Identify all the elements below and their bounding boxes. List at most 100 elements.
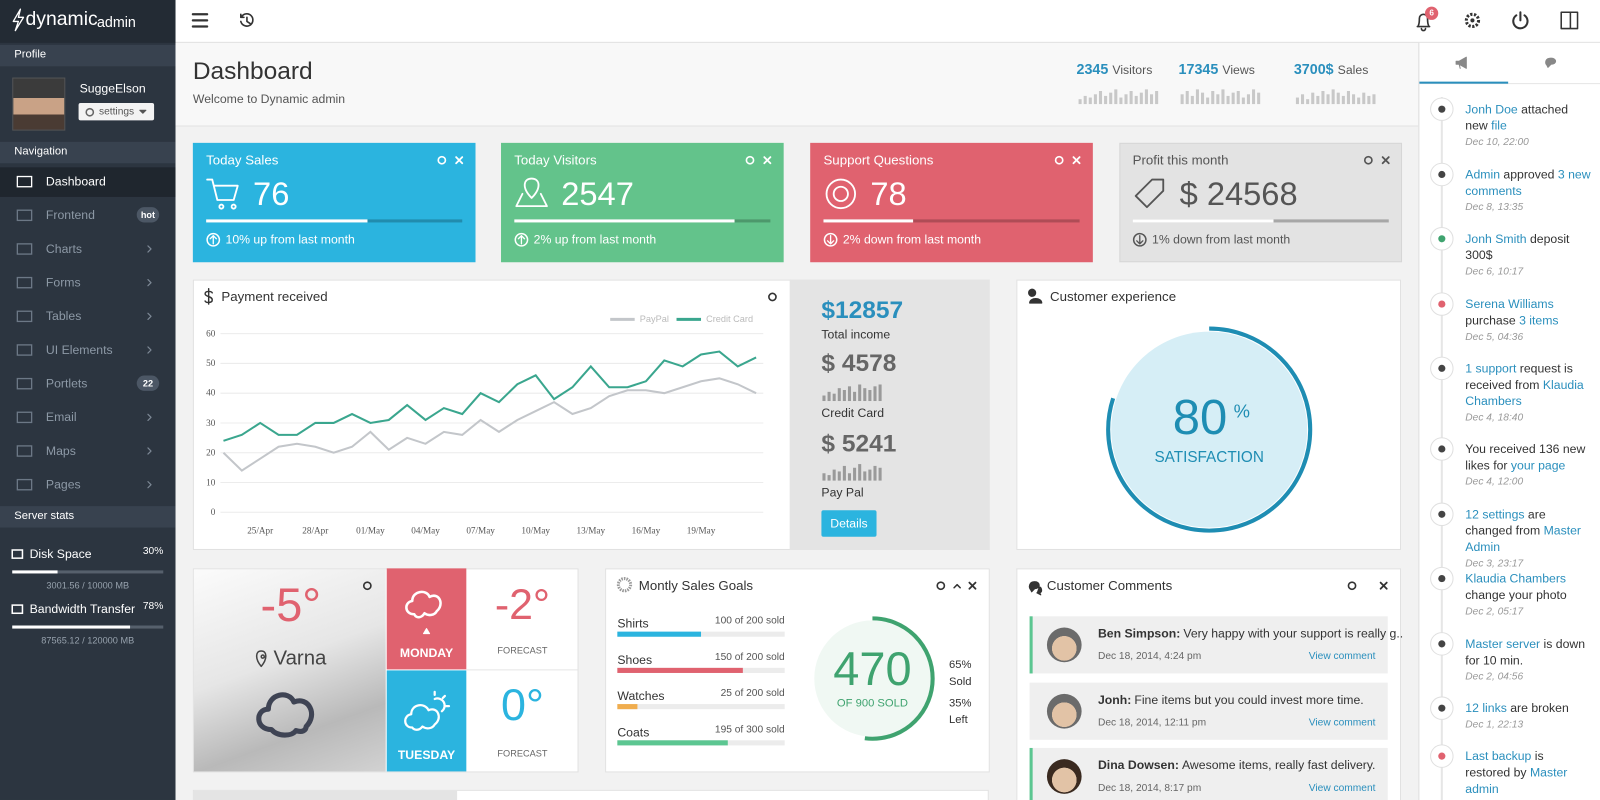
- x-tick-label: 07/May: [466, 525, 495, 536]
- section-heading-text: Profile: [14, 48, 47, 61]
- activity-link[interactable]: Master admin: [1465, 765, 1568, 796]
- view-comment-link[interactable]: View comment: [1308, 782, 1376, 794]
- activity-link[interactable]: Serena Williams: [1465, 296, 1554, 312]
- toggle-icon: [1363, 155, 1373, 165]
- tab-active: [1419, 81, 1509, 84]
- settings-button[interactable]: [78, 103, 155, 121]
- satisfaction-caption: SATISFACTION: [1154, 448, 1264, 467]
- nav-icon: [16, 175, 33, 188]
- comment-body: Awesome items, really fast delivery.: [1181, 757, 1376, 773]
- credit-label: Credit Card: [821, 405, 885, 421]
- goal-name: Watches: [617, 688, 665, 703]
- y-tick-label: 50: [206, 357, 216, 369]
- credit-sparkline-bar: [847, 386, 852, 402]
- nav-item[interactable]: Dashboard: [45, 174, 106, 189]
- goal-name: Shirts: [617, 616, 649, 631]
- activity-link[interactable]: file: [1491, 118, 1507, 133]
- activity-link[interactable]: Admin: [1465, 167, 1501, 182]
- header-sparkline-bar: [1316, 95, 1320, 105]
- gear-hub: [1470, 18, 1475, 23]
- goal-bar: [617, 667, 743, 673]
- activity-link[interactable]: Master Admin: [1465, 523, 1582, 555]
- activity-link[interactable]: Jonh Doe: [1465, 102, 1518, 117]
- goals-disc: [814, 620, 931, 737]
- settings-label[interactable]: settings: [98, 106, 135, 118]
- weather-day-name: TUESDAY: [397, 747, 456, 763]
- page-subtitle: Welcome to Dynamic admin: [192, 91, 346, 106]
- activity-link[interactable]: Klaudia Chambers: [1465, 377, 1584, 409]
- goals-legend: 65%: [948, 658, 972, 671]
- header-sparkline-bar: [1139, 92, 1143, 105]
- activity-link[interactable]: your page: [1510, 458, 1566, 473]
- nav-item[interactable]: Maps: [45, 443, 76, 458]
- legend-label: Credit Card: [706, 313, 754, 325]
- activity-glyph: [1438, 445, 1446, 453]
- tile-progress: [514, 219, 735, 223]
- details-label[interactable]: Details: [830, 516, 868, 531]
- panel-title: Customer Comments: [1046, 577, 1173, 594]
- nav-icon: [16, 209, 33, 222]
- view-comment-link[interactable]: View comment: [1308, 651, 1376, 663]
- paypal-sparkline-bar: [868, 469, 872, 481]
- caret: [139, 109, 147, 114]
- note-arrow: [1136, 235, 1144, 245]
- activity-date: Dec 1, 22:13: [1465, 719, 1524, 731]
- activity-link[interactable]: Master server: [1465, 636, 1541, 652]
- activity-link[interactable]: Last backup: [1465, 748, 1532, 764]
- tile-title: Support Questions: [823, 152, 934, 168]
- activity-link[interactable]: 12 links: [1465, 701, 1507, 716]
- paypal-sparkline-bar: [827, 475, 831, 481]
- header-sparkline-bar: [1149, 94, 1154, 105]
- day-cloud: [405, 590, 442, 619]
- activity-link[interactable]: Jonh Smith: [1465, 231, 1527, 246]
- activity-item: Klaudia Chambers change your photo Dec 2,…: [1465, 570, 1592, 620]
- goal-name: Coats: [617, 724, 650, 740]
- nav-chevron: [147, 413, 152, 422]
- note-icon: [823, 232, 838, 247]
- comment: [1029, 747, 1388, 800]
- nav-item[interactable]: Tables: [45, 308, 82, 324]
- header-sparkline-bar: [1093, 94, 1097, 105]
- activity-link[interactable]: Klaudia Chambers: [1465, 571, 1567, 586]
- activity-link[interactable]: 1 support: [1465, 361, 1517, 376]
- notification-badge: [1424, 6, 1439, 20]
- activity-item: You received 136 new likes for your page…: [1465, 441, 1592, 491]
- nav-item[interactable]: Forms: [45, 275, 81, 290]
- view-comment-link[interactable]: View comment: [1308, 717, 1376, 729]
- activity-link[interactable]: 3 items: [1519, 313, 1559, 328]
- activity-glyph: [1438, 640, 1446, 648]
- x-tick-label: 10/May: [521, 525, 550, 536]
- y-tick-label: 20: [206, 447, 216, 458]
- close-icon: [1379, 581, 1388, 590]
- activity-text: are changed from: [1465, 507, 1546, 538]
- header-sparkline-bar: [1241, 97, 1245, 105]
- close-icon: [968, 581, 977, 590]
- nav-item[interactable]: Pages: [45, 477, 81, 492]
- weather-day: [386, 568, 467, 670]
- details-button[interactable]: [821, 510, 877, 537]
- activity-glyph: [1438, 704, 1446, 712]
- nav-item[interactable]: Frontend: [45, 207, 95, 223]
- tile-value: 78: [870, 175, 907, 213]
- bell-icon: [1416, 13, 1431, 32]
- tile-title: Today Sales: [206, 152, 279, 168]
- activity-glyph: [1438, 170, 1446, 179]
- nav-item[interactable]: UI Elements: [45, 342, 113, 357]
- activity-link[interactable]: 12 settings: [1465, 507, 1525, 522]
- activity-glyph: [1438, 574, 1446, 583]
- line-series: [222, 377, 757, 472]
- user-name: SuggeElson: [79, 81, 146, 96]
- forecast-caption: FORECAST: [497, 748, 548, 759]
- nav-item[interactable]: Portlets: [45, 376, 88, 391]
- goal-bar: [617, 631, 702, 637]
- nav-item[interactable]: Email: [45, 410, 77, 425]
- nav-item[interactable]: Charts: [45, 241, 82, 256]
- notification-count: 6: [1429, 8, 1434, 18]
- brand-area: [0, 0, 176, 43]
- credit-sparkline-bar: [832, 393, 836, 402]
- goals-legend: Left: [948, 713, 968, 726]
- header-sparkline-bar: [1206, 97, 1210, 105]
- tile-icon: [515, 177, 548, 208]
- activity-link[interactable]: 3 new comments: [1465, 167, 1591, 198]
- header-sparkline-bar: [1301, 94, 1305, 105]
